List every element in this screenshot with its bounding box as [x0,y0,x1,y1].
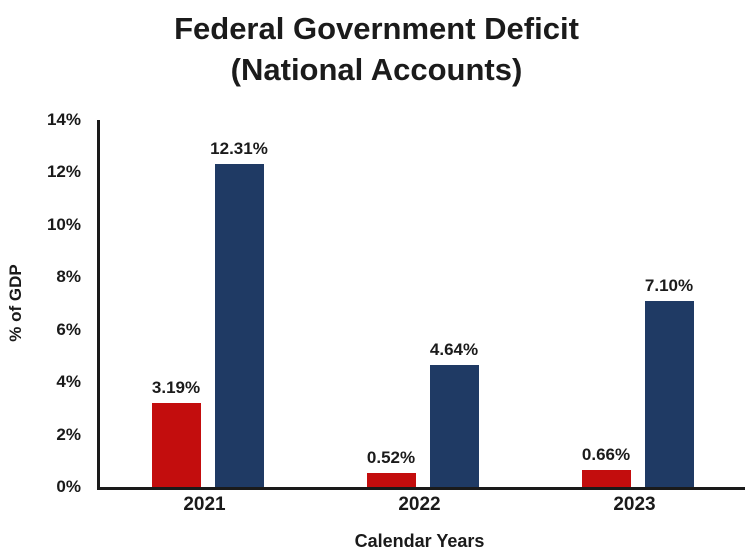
bar-value-label: 12.31% [210,139,268,159]
bar-navy-2022: 4.64% [429,340,479,487]
x-tick-label: 2022 [398,494,441,515]
y-tick-label: 6% [56,319,81,339]
bar-red-2022: 0.52% [366,448,416,487]
bar-group: 0.52% 4.64% [366,120,479,487]
chart-title-line2: (National Accounts) [230,52,523,88]
chart-title: Federal Government Deficit (National Acc… [0,8,753,90]
bar-group: 0.66% 7.10% [581,120,694,487]
bar-group: 3.19% 12.31% [151,120,268,487]
bar-red-2021: 3.19% [151,378,201,487]
bar-red-2023: 0.66% [581,445,631,487]
bar-value-label: 0.52% [366,448,416,468]
x-tick-label: 2021 [183,494,226,515]
y-axis: 0% 2% 4% 6% 8% 10% 12% 14% [0,110,89,496]
y-tick-label: 14% [46,110,81,129]
x-tick-label: 2023 [613,494,656,515]
bar-value-label: 4.64% [429,340,479,360]
bar-navy-2023: 7.10% [644,276,694,487]
bar-value-label: 7.10% [644,275,694,295]
y-tick-label: 4% [56,372,81,392]
plot-area: 3.19% 12.31% 0.52% 4.64% 0.66% 7.10% [97,120,745,490]
y-tick-label: 2% [56,424,81,444]
bar-value-label: 0.66% [581,444,631,464]
y-tick-label: 0% [56,477,81,496]
bar-navy-2021: 12.31% [210,139,268,487]
chart-title-line1: Federal Government Deficit [174,11,579,46]
y-tick-label: 12% [46,162,81,182]
x-axis: 2021 2022 2023 [97,494,742,516]
y-tick-label: 8% [56,267,81,287]
y-tick-label: 10% [46,214,81,234]
x-axis-title: Calendar Years [354,531,485,551]
bar-value-label: 3.19% [151,378,201,398]
